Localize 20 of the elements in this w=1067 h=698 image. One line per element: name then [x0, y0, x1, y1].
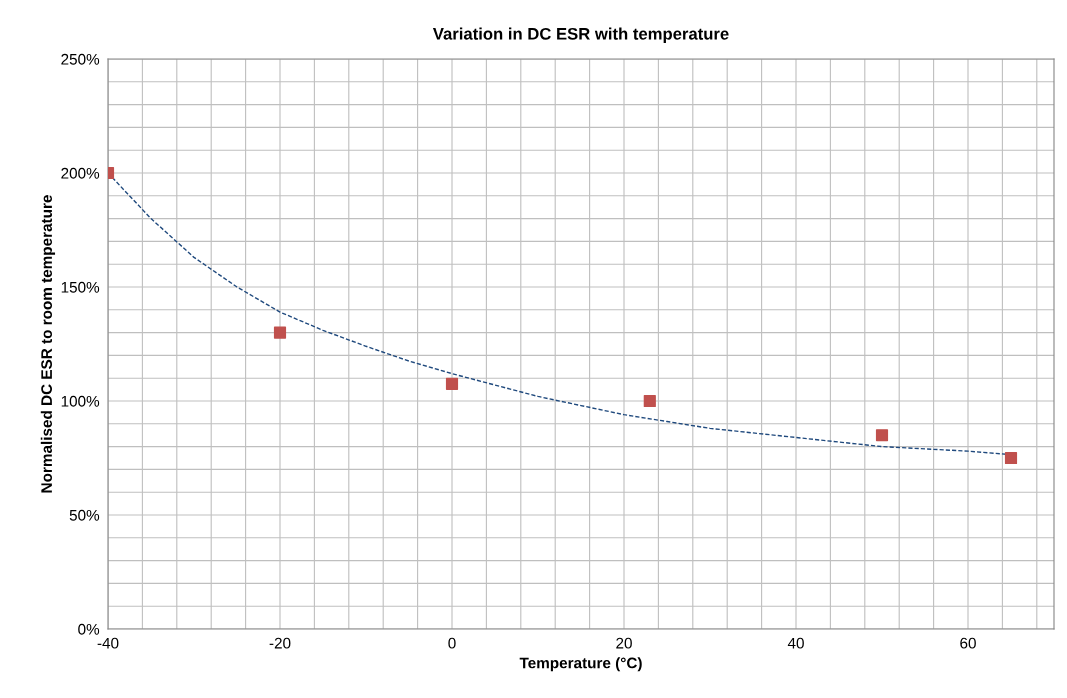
point — [643, 394, 656, 408]
x-tick-label: 60 — [960, 637, 976, 649]
y-tick-label: 200% — [61, 167, 100, 179]
y-axis-title: Normalised DC ESR to room temperature — [40, 195, 56, 493]
y-tick-label: 100% — [61, 395, 100, 407]
x-tick-label: 20 — [616, 637, 632, 649]
y-tick-label: 150% — [61, 281, 100, 293]
x-tick-label: -40 — [97, 637, 119, 649]
point — [1004, 451, 1018, 465]
x-tick-label: -20 — [269, 637, 291, 649]
x-axis-title: Temperature (°C) — [519, 657, 642, 672]
x-tick-label: 0 — [448, 637, 456, 649]
chart-title: Variation in DC ESR with temperature — [432, 27, 729, 44]
point — [445, 377, 459, 390]
y-tick-label: 50% — [69, 509, 100, 521]
y-tick-label: 0% — [78, 623, 100, 635]
point — [273, 326, 287, 339]
y-tick-label: 250% — [61, 53, 100, 65]
point — [875, 429, 889, 442]
x-tick-label: 40 — [787, 637, 804, 649]
